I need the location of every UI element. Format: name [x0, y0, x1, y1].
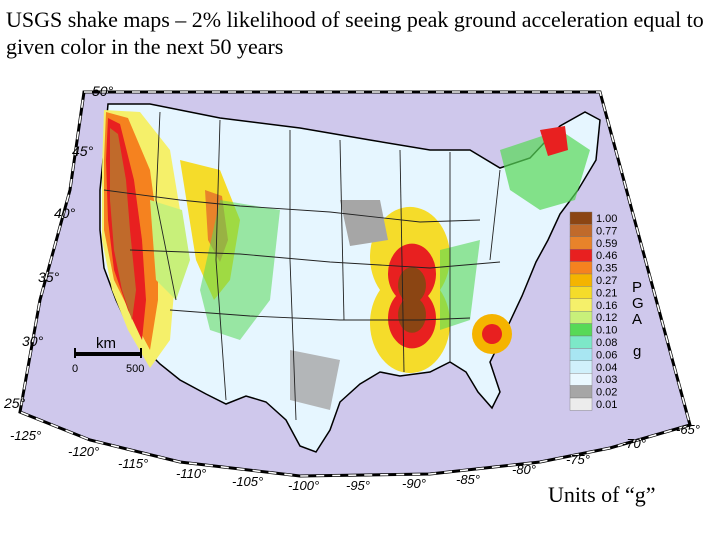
scale-bar: km 0 500: [72, 335, 144, 375]
legend-letter-a: A: [632, 311, 642, 328]
legend-swatch: [569, 360, 593, 374]
lat-label-25: 25°: [3, 395, 26, 411]
legend-swatch: [569, 286, 593, 299]
legend-swatch: [569, 298, 593, 312]
legend-swatch: [569, 373, 593, 386]
lon-label-105: -105°: [232, 474, 263, 489]
st-lawrence-zone: [540, 126, 568, 156]
lon-label-70: -70°: [622, 436, 646, 451]
lon-label-75: -75°: [566, 452, 590, 467]
lon-label-100: -100°: [288, 478, 319, 490]
west-coast-zone-max: [110, 128, 136, 320]
state-boundaries: [103, 111, 501, 421]
scale-bar-line: [74, 352, 142, 356]
lon-label-125: -125°: [10, 428, 41, 443]
legend-swatch: [569, 397, 593, 411]
texas-gray-zone: [290, 350, 340, 410]
legend-bin-label: 0.06: [596, 349, 617, 361]
lon-label-95: -95°: [346, 478, 370, 490]
pga-legend: 1.000.770.590.460.350.270.210.160.120.10…: [569, 211, 644, 411]
scale-bar-end: 500: [126, 363, 144, 375]
hazard-zones: [102, 110, 590, 410]
legend-bin-label: 0.10: [596, 325, 617, 337]
legend-bin-label: 0.08: [596, 337, 617, 349]
units-caption: Units of “g”: [548, 482, 656, 507]
legend-unit: g: [633, 343, 641, 360]
legend-letter-p: P: [632, 279, 642, 296]
legend-swatch: [569, 323, 593, 337]
nevada-zone: [150, 200, 190, 300]
legend-swatch: [569, 261, 593, 275]
lat-label-50: 50°: [92, 83, 114, 99]
legend-swatch: [569, 348, 593, 361]
legend-bin-label: 0.27: [596, 275, 617, 287]
legend-swatches: 1.000.770.590.460.350.270.210.160.120.10…: [569, 211, 617, 411]
legend-bin-label: 0.46: [596, 250, 617, 262]
legend-bin-label: 0.02: [596, 387, 617, 399]
charleston-zone-inner: [482, 324, 502, 344]
legend-bin-label: 0.77: [596, 225, 617, 237]
lon-label-120: -120°: [68, 444, 99, 459]
rockies-green-zone: [200, 200, 280, 340]
legend-bin-label: 0.16: [596, 300, 617, 312]
hazard-map: 50° 45° 40° 35° 30° 25° -125° -120° -115…: [3, 83, 700, 490]
lon-label-90: -90°: [402, 476, 426, 490]
legend-swatch: [569, 335, 593, 349]
legend-bin-label: 0.01: [596, 399, 617, 411]
legend-swatch: [569, 248, 593, 262]
legend-swatch: [569, 236, 593, 250]
legend-bin-label: 0.21: [596, 287, 617, 299]
legend-swatch: [569, 311, 593, 324]
legend-letter-g: G: [632, 295, 644, 312]
legend-bin-label: 0.12: [596, 312, 617, 324]
legend-bin-label: 0.59: [596, 238, 617, 250]
great-plains-gray-zone: [340, 200, 388, 246]
lat-label-45: 45°: [72, 143, 94, 159]
lon-label-80: -80°: [512, 462, 536, 477]
legend-bin-label: 0.04: [596, 362, 617, 374]
lon-label-110: -110°: [176, 466, 206, 481]
lat-label-40: 40°: [54, 205, 76, 221]
legend-swatch: [569, 224, 593, 237]
lon-label-115: -115°: [118, 456, 148, 471]
legend-bin-label: 0.03: [596, 374, 617, 386]
legend-swatch: [569, 273, 593, 287]
legend-swatch: [569, 211, 593, 225]
new-madrid-zone-core: [398, 267, 427, 333]
lat-label-35: 35°: [38, 269, 60, 285]
lon-label-65: -65°: [676, 422, 700, 437]
legend-swatch: [569, 385, 593, 399]
slide-title: USGS shake maps – 2% likelihood of seein…: [6, 7, 704, 59]
lat-label-30: 30°: [22, 333, 44, 349]
scale-bar-unit: km: [96, 335, 116, 352]
scale-bar-start: 0: [72, 363, 78, 375]
legend-bin-label: 0.35: [596, 263, 617, 275]
lon-label-85: -85°: [456, 472, 480, 487]
legend-bin-label: 1.00: [596, 213, 617, 225]
